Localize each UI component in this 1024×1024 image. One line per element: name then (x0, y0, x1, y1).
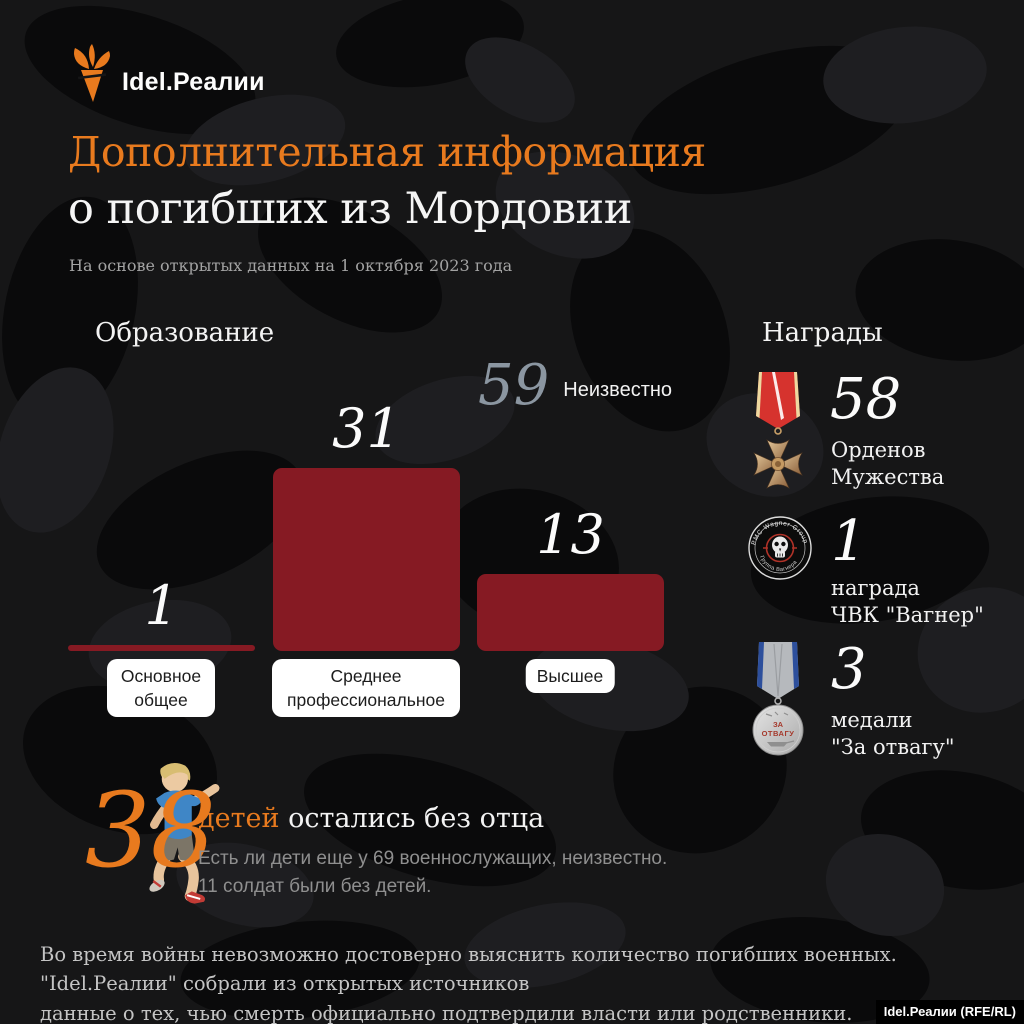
za-otvagu-count: 3 (831, 637, 867, 702)
category-label-osnovnoe: Основное общее (107, 659, 215, 718)
awards-section-title: Награды (762, 318, 883, 348)
footer-disclaimer: Во время войны невозможно достоверно выя… (40, 943, 897, 1024)
unknown-count-value: 59 (478, 353, 550, 418)
children-headline-rest: остались без отца (279, 803, 545, 834)
wagner-group-patch-icon: PMC Wagner Group Группа Вагнера (748, 516, 812, 580)
bar-vysshee (477, 574, 664, 651)
torch-icon (74, 44, 110, 102)
wagner-award-label: награда ЧВК "Вагнер" (831, 576, 984, 628)
brand-logo: Idel.Реалии (68, 44, 265, 102)
order-of-courage-count: 58 (830, 367, 902, 432)
svg-text:ЗА: ЗА (773, 720, 784, 729)
wagner-award-count: 1 (831, 509, 867, 574)
category-label-vysshee: Высшее (525, 659, 615, 694)
page-title-line2: о погибших из Мордовии (68, 184, 632, 234)
children-count: 38 (85, 771, 217, 891)
bar-osnovnoe (68, 645, 255, 651)
svg-text:ОТВАГУ: ОТВАГУ (762, 729, 795, 738)
brand-name: Idel.Реалии (122, 67, 265, 96)
children-note-line2: 11 солдат были без детей. (198, 875, 432, 897)
bar-value-label: 13 (536, 503, 605, 566)
za-otvagu-medal-icon: ЗА ОТВАГУ (752, 642, 804, 756)
children-note: Есть ли дети еще у 69 военнослужащих, не… (198, 845, 667, 900)
unknown-count-label: Неизвестно (563, 378, 673, 401)
page-title-line1: Дополнительная информация (68, 128, 706, 176)
unknown-count-block: 59 Неизвестно (478, 358, 672, 414)
order-of-courage-label: Орденов Мужества (831, 438, 945, 490)
running-child-image (149, 762, 220, 904)
category-label-srednee: Среднее профессиональное (272, 659, 460, 718)
watermark: Idel.Реалии (RFE/RL) (875, 1000, 1024, 1024)
children-headline: детей остались без отца (198, 803, 544, 834)
za-otvagu-label: медали "За отвагу" (831, 708, 955, 760)
bar-value-label: 31 (332, 397, 401, 460)
page-subtitle: На основе открытых данных на 1 октября 2… (69, 256, 513, 275)
bar-column-osnovnoe: 1 (68, 579, 255, 651)
bar-value-label: 1 (144, 574, 179, 637)
education-section-title: Образование (95, 318, 275, 348)
bar-column-vysshee: 13 (477, 508, 664, 651)
children-note-line1: Есть ли дети еще у 69 военнослужащих, не… (198, 848, 668, 869)
children-headline-highlight: детей (198, 803, 280, 834)
bar-column-srednee: 31 (273, 402, 460, 651)
order-of-courage-medal-icon (753, 372, 803, 489)
bar-srednee (273, 468, 460, 651)
